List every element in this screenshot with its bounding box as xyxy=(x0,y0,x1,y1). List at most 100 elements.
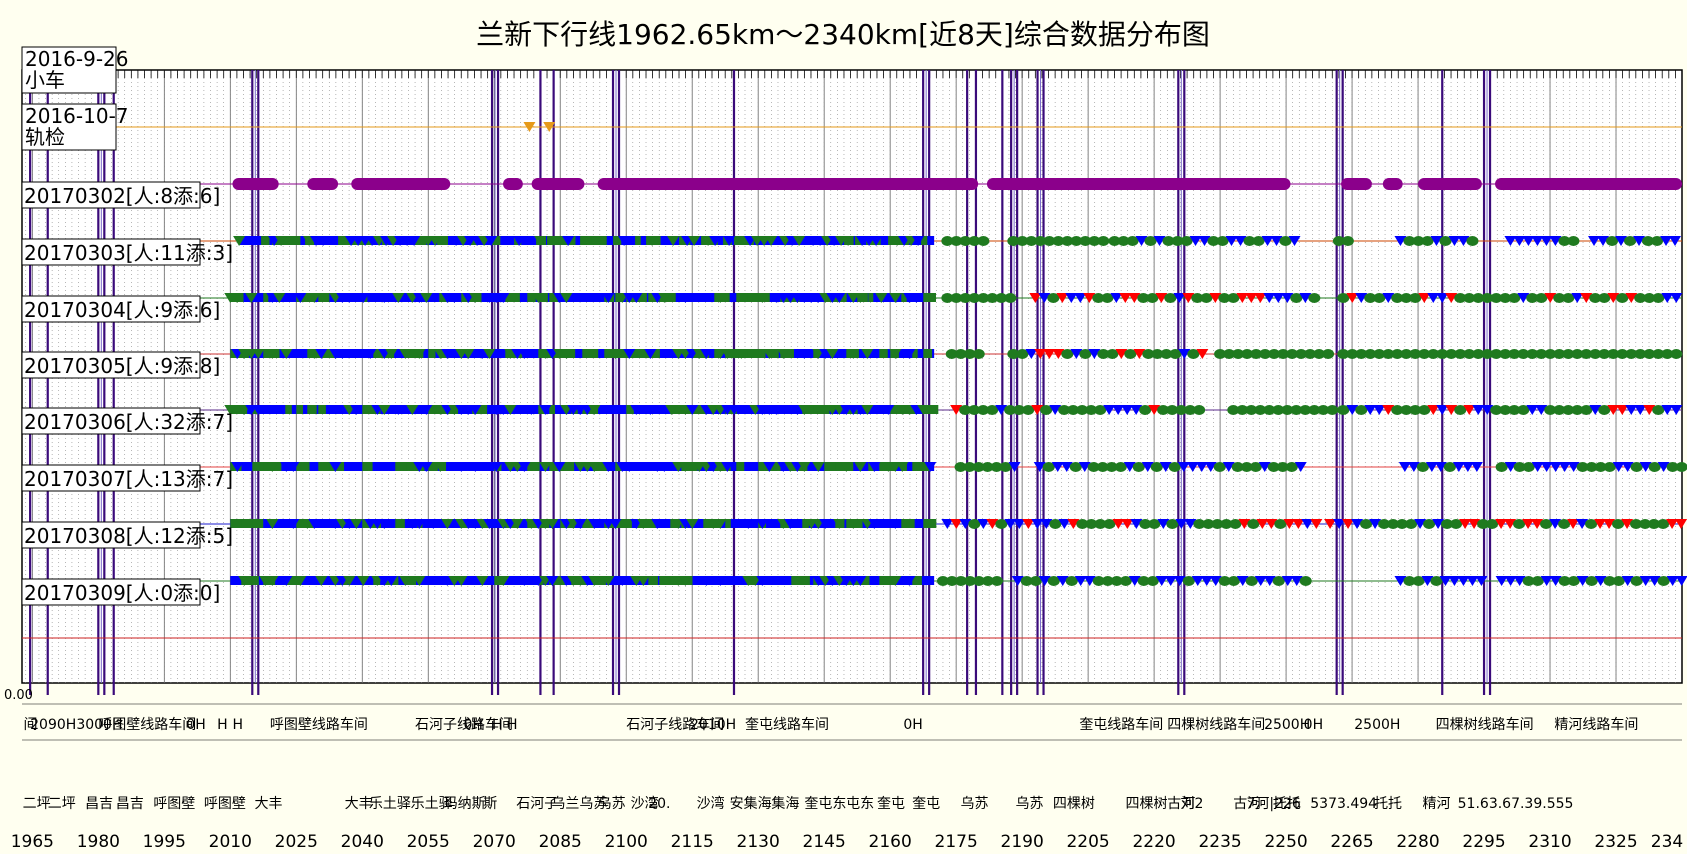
data-point-circle xyxy=(1403,236,1416,246)
data-point-triangle xyxy=(1324,519,1337,529)
data-point-circle xyxy=(1245,405,1258,415)
data-point-triangle xyxy=(1119,293,1132,303)
data-point-triangle xyxy=(910,293,923,303)
row-label: 20170308[人:12添:5] xyxy=(24,524,233,548)
row-label: 20170306[人:32添:7] xyxy=(24,410,233,434)
data-point-circle xyxy=(1535,349,1548,359)
data-point-triangle xyxy=(1141,462,1154,472)
data-point-circle xyxy=(1223,349,1236,359)
strip-label-station: 托托 xyxy=(1273,796,1301,812)
x-tick-label: 234 xyxy=(1651,832,1683,852)
strip-label-workshop: H H xyxy=(492,717,518,733)
data-point-circle xyxy=(977,293,990,303)
data-point-circle xyxy=(1450,519,1463,529)
data-point-triangle xyxy=(1414,519,1427,529)
data-point-circle xyxy=(1146,576,1159,586)
data-point-triangle xyxy=(1195,462,1208,472)
data-point-triangle xyxy=(950,405,963,415)
x-tick-label: 2205 xyxy=(1066,832,1109,852)
strip-label-station: 奎屯 xyxy=(877,796,905,812)
data-point-circle xyxy=(954,576,967,586)
data-segment-green xyxy=(901,519,915,528)
data-point-circle xyxy=(1110,576,1123,586)
data-point-circle xyxy=(1454,293,1467,303)
data-point-circle xyxy=(1092,293,1105,303)
data-point-triangle xyxy=(1594,519,1607,529)
strip-label-workshop: 奎屯线路车间 xyxy=(1079,716,1163,733)
data-point-triangle xyxy=(1258,462,1271,472)
data-point-triangle xyxy=(483,519,496,529)
data-point-circle xyxy=(1382,349,1395,359)
data-point-triangle xyxy=(651,519,664,529)
data-point-circle xyxy=(941,236,954,246)
data-point-triangle xyxy=(504,405,517,415)
data-segment-green xyxy=(736,462,745,471)
data-point-triangle xyxy=(562,236,575,246)
data-point-triangle xyxy=(1531,462,1544,472)
data-point-triangle xyxy=(1615,236,1628,246)
data-point-triangle xyxy=(1351,519,1364,529)
data-point-triangle xyxy=(273,293,286,303)
data-point-circle xyxy=(1598,349,1611,359)
data-point-circle xyxy=(1085,405,1098,415)
data-point-triangle xyxy=(1121,405,1134,415)
data-point-triangle xyxy=(1540,462,1553,472)
data-point-triangle xyxy=(553,462,566,472)
x-tick-label: 2310 xyxy=(1528,832,1571,852)
data-point-circle xyxy=(1598,293,1611,303)
data-point-triangle xyxy=(413,349,426,359)
data-point-triangle xyxy=(287,519,300,529)
data-point-circle xyxy=(1481,349,1494,359)
data-point-triangle xyxy=(1283,519,1296,529)
data-point-circle xyxy=(1400,405,1413,415)
data-point-triangle xyxy=(1128,293,1141,303)
data-point-triangle xyxy=(1261,236,1274,246)
data-point-triangle xyxy=(1504,576,1517,586)
data-point-triangle xyxy=(1155,293,1168,303)
x-tick-label: 2160 xyxy=(869,832,912,852)
data-point-triangle xyxy=(294,576,307,586)
data-point-triangle xyxy=(1153,236,1166,246)
data-point-triangle xyxy=(231,462,244,472)
data-point-circle xyxy=(950,236,963,246)
data-point-circle xyxy=(1088,236,1101,246)
data-point-triangle xyxy=(1281,576,1294,586)
strip-label-station: 奎屯东 xyxy=(804,796,846,812)
data-point-circle xyxy=(1630,462,1643,472)
data-point-triangle xyxy=(1031,519,1044,529)
x-tick-label: 2100 xyxy=(605,832,648,852)
data-segment-purple xyxy=(597,178,979,190)
data-point-circle xyxy=(1061,236,1074,246)
data-point-circle xyxy=(1585,519,1598,529)
data-point-triangle xyxy=(667,236,680,246)
data-point-triangle xyxy=(420,462,433,472)
data-point-triangle xyxy=(1567,462,1580,472)
data-segment-green xyxy=(252,519,264,528)
strip-label-workshop: 2500H xyxy=(1354,717,1400,733)
data-point-circle xyxy=(1272,576,1285,586)
data-segment-purple xyxy=(503,178,523,190)
data-point-triangle xyxy=(1196,349,1209,359)
data-point-triangle xyxy=(679,462,692,472)
data-point-triangle xyxy=(1457,236,1470,246)
data-segment-green xyxy=(318,405,326,414)
data-point-circle xyxy=(1092,576,1105,586)
data-point-triangle xyxy=(1182,293,1195,303)
data-point-circle xyxy=(1355,405,1368,415)
data-point-triangle xyxy=(1198,236,1211,246)
strip-label-station: 屯东 xyxy=(846,796,874,812)
data-point-circle xyxy=(1585,576,1598,586)
data-point-triangle xyxy=(1625,293,1638,303)
strip-label-station: 乌苏 xyxy=(1016,796,1044,812)
strip-label-number: 5373.494 xyxy=(1310,796,1377,812)
data-point-triangle xyxy=(350,519,363,529)
strip-label-station: 斯 xyxy=(483,796,497,812)
data-segment-green xyxy=(318,349,337,358)
data-point-circle xyxy=(1616,293,1629,303)
data-segment-green xyxy=(879,349,888,358)
x-tick-label: 2325 xyxy=(1594,832,1637,852)
data-point-triangle xyxy=(1535,405,1548,415)
data-point-triangle xyxy=(1288,236,1301,246)
strip-label-station: 乌苏 xyxy=(598,796,626,812)
